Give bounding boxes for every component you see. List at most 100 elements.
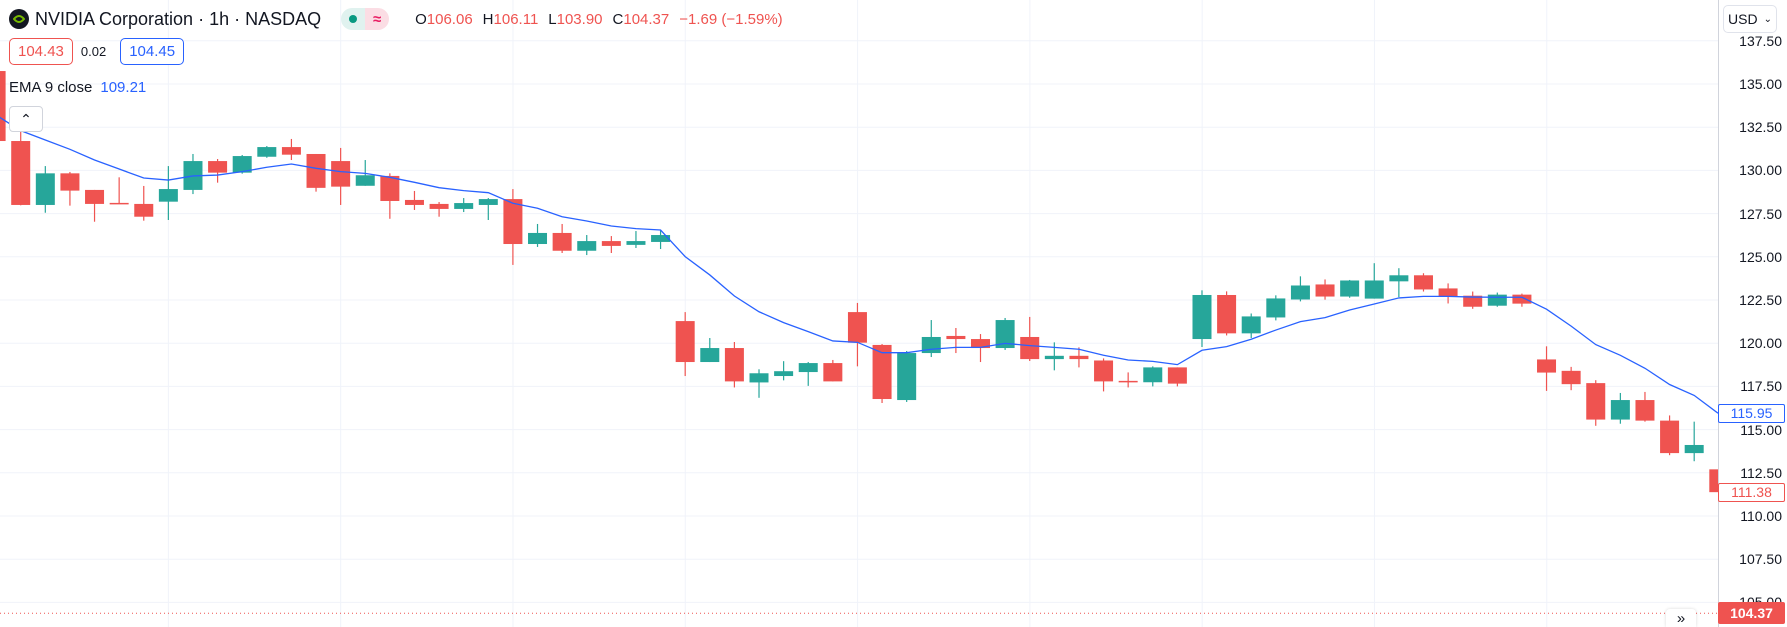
legend-header: NVIDIA Corporation · 1h · NASDAQ ≈ O106.… — [9, 8, 783, 30]
candle — [1610, 392, 1630, 424]
candle — [257, 146, 277, 158]
sell-button[interactable]: 104.43 — [9, 38, 73, 65]
symbol-title[interactable]: NVIDIA Corporation · 1h · NASDAQ — [35, 8, 322, 29]
candle-body — [134, 203, 154, 217]
candle-body — [1512, 294, 1532, 304]
candle — [1684, 421, 1704, 462]
candle-body — [1118, 380, 1138, 383]
candle — [1340, 279, 1360, 298]
candle — [1389, 268, 1409, 298]
candle-body — [1635, 400, 1655, 421]
close-value: 104.37 — [623, 10, 670, 28]
axis-tick-label: 120.00 — [1739, 335, 1782, 352]
candle-body — [1290, 285, 1310, 300]
candles — [0, 71, 1718, 493]
candle-body — [1143, 367, 1163, 383]
axis-tick-label: 110.00 — [1740, 508, 1782, 524]
candle — [306, 153, 326, 192]
candle-body — [774, 371, 794, 377]
low-label: L — [548, 10, 557, 28]
candle — [404, 190, 424, 210]
candle — [85, 189, 105, 222]
candle — [454, 198, 474, 213]
candle-body — [1167, 367, 1187, 384]
currency-button[interactable]: USD ⌄ — [1723, 5, 1777, 33]
candle — [60, 171, 80, 206]
high-label: H — [482, 10, 494, 28]
axis-tick-label: 115.00 — [1740, 421, 1782, 438]
ema-price-label: 115.95 — [1718, 403, 1785, 423]
candle-body — [1241, 316, 1261, 334]
candle — [675, 312, 695, 377]
candle — [1413, 273, 1433, 292]
candle — [1192, 290, 1212, 348]
candle-body — [1217, 294, 1237, 334]
candle-body — [158, 189, 178, 202]
candle-body — [749, 373, 769, 383]
candle — [897, 350, 917, 402]
candle-body — [454, 203, 474, 209]
scroll-to-realtime-button[interactable]: » — [1666, 609, 1696, 627]
candle-body — [552, 232, 572, 251]
candle — [1537, 346, 1557, 391]
chevron-up-icon: ⌃ — [20, 110, 32, 127]
candle-body — [1537, 359, 1557, 373]
candle-body — [651, 235, 671, 242]
candle — [1266, 295, 1286, 321]
candle — [1118, 372, 1138, 388]
candle-body — [85, 189, 105, 204]
candle — [1241, 313, 1261, 339]
candle — [651, 230, 671, 250]
candle — [577, 235, 597, 256]
candle — [503, 189, 523, 265]
candle-body — [1463, 295, 1483, 307]
candle — [1438, 283, 1458, 304]
candle-body — [281, 147, 301, 155]
candle-body — [897, 353, 917, 401]
current-price-label: 104.37 — [1718, 602, 1785, 625]
candle-body — [1561, 370, 1581, 385]
price-axis[interactable]: 137.50 135.00 132.50 130.00 127.50 125.00 122.… — [1718, 0, 1787, 627]
candle-body — [208, 161, 228, 173]
price-chart[interactable] — [0, 0, 1718, 627]
status-pill[interactable]: ≈ — [341, 8, 390, 30]
axis-tick-label: 117.50 — [1740, 378, 1782, 395]
candle-body — [823, 363, 843, 382]
candle-body — [1044, 355, 1064, 360]
candle — [281, 138, 301, 161]
candle — [995, 317, 1015, 350]
candle — [11, 129, 31, 206]
ema-line — [0, 116, 1718, 414]
candle — [429, 202, 449, 217]
candle — [1143, 366, 1163, 387]
axis-tick-label: 107.50 — [1739, 551, 1782, 568]
buy-button[interactable]: 104.45 — [120, 38, 185, 65]
change-value: −1.69 (−1.59%) — [679, 10, 783, 28]
currency-label: USD — [1728, 11, 1758, 27]
candle-body — [355, 175, 375, 186]
candle — [872, 344, 892, 403]
candle — [528, 223, 548, 247]
candle-body — [872, 344, 892, 400]
candle — [331, 147, 351, 205]
candle-body — [798, 363, 818, 373]
candle — [823, 359, 843, 382]
candle — [1364, 263, 1384, 299]
candle-body — [11, 141, 31, 205]
collapse-legend-button[interactable]: ⌃ — [9, 106, 43, 132]
candle — [601, 236, 621, 253]
ohlc-values: O106.06 H106.11 L103.90 C104.37 −1.69 (−… — [415, 11, 783, 28]
axis-tick-label: 125.00 — [1739, 248, 1782, 265]
candle-body — [577, 241, 597, 251]
low-value: 103.90 — [556, 10, 603, 28]
ema-legend[interactable]: EMA 9 close 109.21 — [9, 79, 146, 96]
market-open-dot-icon — [341, 8, 366, 30]
candle — [1167, 367, 1187, 387]
candle-body — [1660, 420, 1680, 454]
candle-body — [109, 202, 129, 205]
candle-body — [1709, 469, 1718, 493]
candle-body — [1610, 400, 1630, 420]
candle-body — [1413, 275, 1433, 290]
candle-body — [478, 199, 498, 205]
candle-body — [503, 199, 523, 245]
